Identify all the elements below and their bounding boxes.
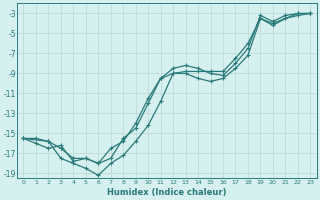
X-axis label: Humidex (Indice chaleur): Humidex (Indice chaleur) <box>107 188 227 197</box>
